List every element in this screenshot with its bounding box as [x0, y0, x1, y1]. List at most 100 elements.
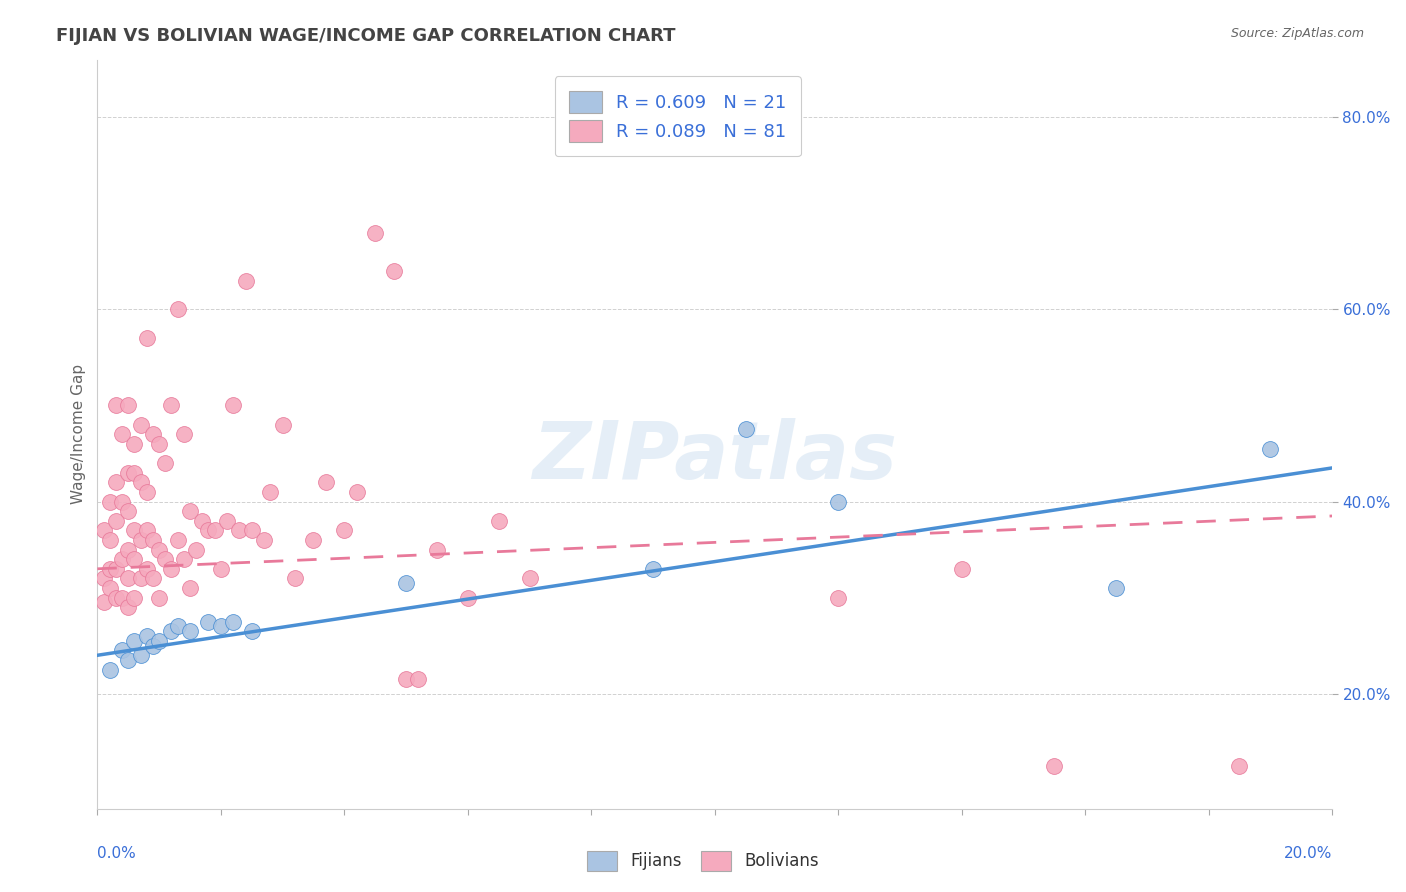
- Point: [519, 571, 541, 585]
- Y-axis label: Wage/Income Gap: Wage/Income Gap: [72, 364, 86, 504]
- Point: [111, 643, 134, 657]
- Point: [215, 514, 238, 528]
- Point: [184, 542, 207, 557]
- Point: [222, 399, 245, 413]
- Point: [209, 619, 232, 633]
- Point: [1105, 581, 1128, 595]
- Point: [148, 542, 170, 557]
- Point: [827, 591, 849, 605]
- Point: [333, 524, 356, 538]
- Point: [104, 591, 127, 605]
- Point: [124, 437, 146, 451]
- Point: [284, 571, 307, 585]
- Point: [1229, 758, 1251, 772]
- Point: [827, 494, 849, 508]
- Point: [129, 475, 152, 490]
- Point: [124, 591, 146, 605]
- Point: [111, 552, 134, 566]
- Point: [129, 648, 152, 663]
- Point: [395, 576, 418, 591]
- Point: [148, 437, 170, 451]
- Point: [641, 562, 664, 576]
- Text: ZIPatlas: ZIPatlas: [533, 417, 897, 496]
- Point: [253, 533, 276, 547]
- Point: [98, 494, 121, 508]
- Point: [104, 399, 127, 413]
- Point: [104, 514, 127, 528]
- Point: [346, 485, 368, 500]
- Point: [950, 562, 973, 576]
- Point: [155, 552, 177, 566]
- Point: [173, 552, 195, 566]
- Point: [124, 552, 146, 566]
- Point: [457, 591, 479, 605]
- Point: [129, 417, 152, 432]
- Point: [209, 562, 232, 576]
- Point: [117, 542, 139, 557]
- Point: [104, 475, 127, 490]
- Point: [191, 514, 214, 528]
- Point: [124, 466, 146, 480]
- Point: [117, 600, 139, 615]
- Legend: R = 0.609   N = 21, R = 0.089   N = 81: R = 0.609 N = 21, R = 0.089 N = 81: [554, 76, 800, 156]
- Point: [179, 624, 201, 639]
- Point: [93, 571, 115, 585]
- Text: 20.0%: 20.0%: [1284, 846, 1331, 861]
- Point: [98, 663, 121, 677]
- Point: [142, 639, 165, 653]
- Point: [166, 302, 188, 317]
- Point: [160, 399, 183, 413]
- Point: [166, 619, 188, 633]
- Point: [228, 524, 250, 538]
- Point: [124, 524, 146, 538]
- Point: [240, 624, 263, 639]
- Point: [204, 524, 226, 538]
- Point: [93, 524, 115, 538]
- Point: [364, 226, 387, 240]
- Point: [124, 633, 146, 648]
- Point: [1043, 758, 1066, 772]
- Point: [271, 417, 294, 432]
- Point: [148, 591, 170, 605]
- Point: [117, 504, 139, 518]
- Point: [117, 571, 139, 585]
- Point: [142, 571, 165, 585]
- Point: [734, 423, 756, 437]
- Point: [426, 542, 449, 557]
- Point: [160, 562, 183, 576]
- Point: [408, 673, 430, 687]
- Point: [111, 591, 134, 605]
- Point: [148, 633, 170, 648]
- Point: [135, 629, 157, 643]
- Point: [135, 562, 157, 576]
- Point: [98, 533, 121, 547]
- Point: [142, 533, 165, 547]
- Text: Source: ZipAtlas.com: Source: ZipAtlas.com: [1230, 27, 1364, 40]
- Point: [222, 615, 245, 629]
- Point: [395, 673, 418, 687]
- Point: [160, 624, 183, 639]
- Point: [135, 524, 157, 538]
- Point: [111, 427, 134, 442]
- Point: [240, 524, 263, 538]
- Legend: Fijians, Bolivians: Fijians, Bolivians: [578, 842, 828, 880]
- Point: [235, 274, 257, 288]
- Point: [197, 615, 219, 629]
- Point: [302, 533, 325, 547]
- Text: FIJIAN VS BOLIVIAN WAGE/INCOME GAP CORRELATION CHART: FIJIAN VS BOLIVIAN WAGE/INCOME GAP CORRE…: [56, 27, 676, 45]
- Point: [104, 562, 127, 576]
- Point: [197, 524, 219, 538]
- Point: [315, 475, 337, 490]
- Point: [129, 571, 152, 585]
- Point: [135, 331, 157, 345]
- Text: 0.0%: 0.0%: [97, 846, 136, 861]
- Point: [135, 485, 157, 500]
- Point: [117, 466, 139, 480]
- Point: [155, 456, 177, 470]
- Point: [98, 581, 121, 595]
- Point: [179, 504, 201, 518]
- Point: [117, 399, 139, 413]
- Point: [179, 581, 201, 595]
- Point: [93, 595, 115, 609]
- Point: [173, 427, 195, 442]
